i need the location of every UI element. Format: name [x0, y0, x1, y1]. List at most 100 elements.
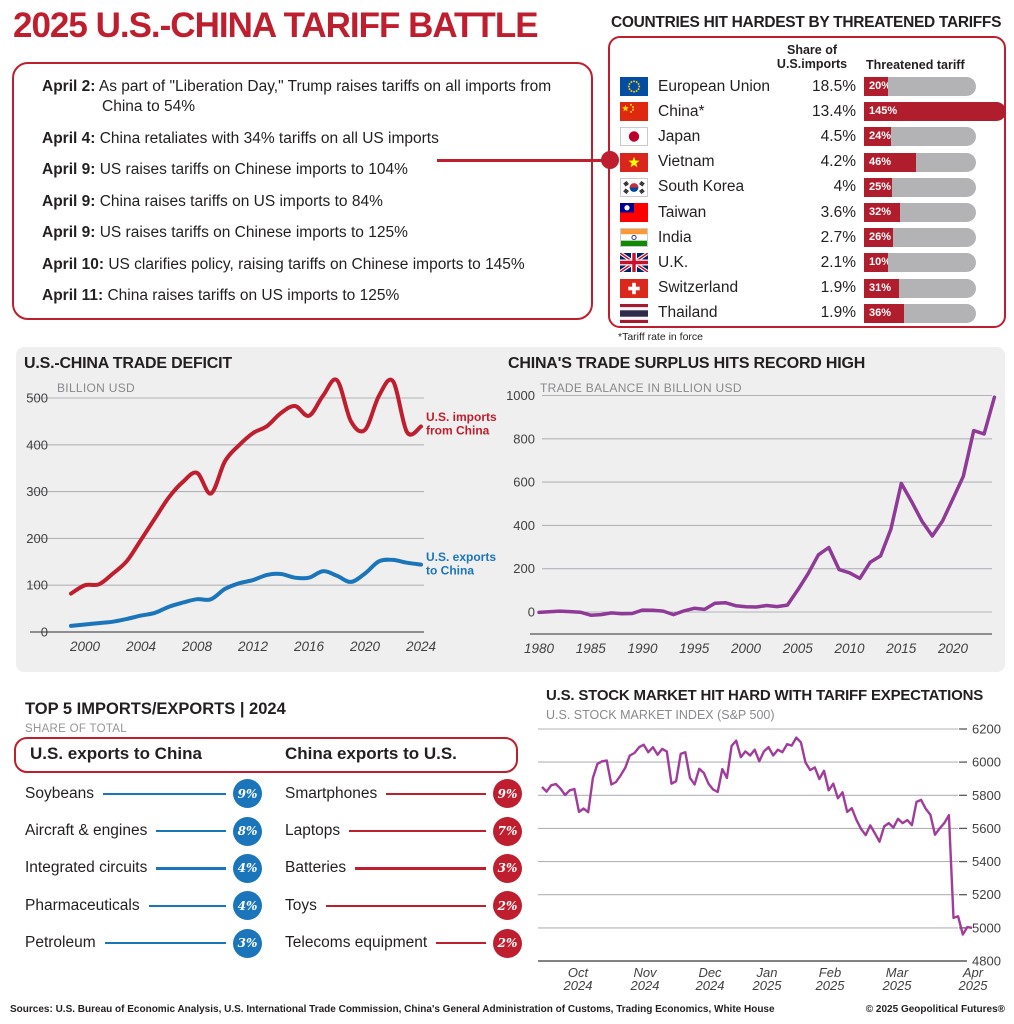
item-label: Toys	[285, 896, 317, 914]
item-label: Integrated circuits	[25, 859, 148, 877]
item-badge: 4%	[233, 853, 262, 883]
item-badge: 2%	[493, 891, 522, 921]
country-share: 4.2%	[820, 153, 856, 171]
tariff-bar: 10%	[864, 253, 1002, 273]
svg-text:4800: 4800	[972, 954, 1001, 969]
country-row: Switzerland 1.9% 31%	[620, 276, 1002, 301]
item-line	[436, 942, 486, 945]
country-rows: European Union18.5%20%China*13.4%145%Jap…	[618, 74, 1006, 323]
item-line	[349, 829, 486, 833]
top5-row: Laptops 7%	[285, 812, 522, 849]
country-share: 18.5%	[812, 77, 856, 95]
timeline-panel: April 2: As part of "Liberation Day," Tr…	[12, 62, 593, 320]
tariff-bar-fill: 25%	[864, 177, 892, 197]
kr-flag-icon	[620, 177, 648, 197]
chart-subtitle-china-surplus: TRADE BALANCE IN BILLION USD	[540, 381, 742, 395]
country-name: India	[658, 228, 692, 246]
th-flag-icon	[620, 303, 648, 323]
top5-row: Pharmaceuticals 4%	[25, 887, 262, 924]
top5-col-header-china-exports: China exports to U.S.	[285, 744, 457, 763]
top5-title: TOP 5 IMPORTS/EXPORTS | 2024	[25, 700, 286, 718]
country-share: 2.1%	[820, 253, 856, 271]
jp-flag-icon	[620, 127, 648, 147]
item-line	[386, 792, 486, 795]
timeline-event: April 9: China raises tariffs on US impo…	[42, 192, 581, 212]
in-flag-icon	[620, 228, 648, 248]
svg-text:600: 600	[513, 475, 535, 490]
svg-text:5200: 5200	[972, 887, 1001, 902]
country-share: 2.7%	[820, 228, 856, 246]
svg-text:5600: 5600	[972, 821, 1001, 836]
top5-row: Batteries 3%	[285, 850, 522, 887]
tariff-table-panel: Share of U.S.imports Threatened tariff E…	[608, 36, 1006, 328]
tariff-bar: 25%	[864, 177, 1002, 197]
china-surplus-chart-area: 0 200 400 600 800 1000 1980 1985 1990 1995 2000 200…	[500, 347, 1005, 672]
timeline-event: April 9: US raises tariffs on Chinese im…	[42, 160, 581, 180]
country-row: Thailand 1.9% 36%	[620, 301, 1002, 326]
share-header-line1: Share of	[786, 43, 837, 57]
item-line	[104, 942, 226, 945]
country-share: 3.6%	[820, 203, 856, 221]
country-name: European Union	[658, 77, 771, 95]
sp500-line	[541, 736, 973, 936]
sp500-chart: 4800 5000 5200 5400 5600 5800 6000 6200 Oct 2024 N…	[538, 722, 1001, 993]
connector-dot	[601, 151, 619, 169]
item-label: Pharmaceuticals	[25, 896, 140, 914]
item-line	[156, 829, 226, 833]
top5-header-box: U.S. exports to China China exports to U…	[14, 737, 518, 773]
tariff-bar-track	[864, 177, 976, 197]
country-row: Japan 4.5% 24%	[620, 124, 1002, 149]
svg-text:100: 100	[26, 578, 48, 593]
svg-text:1000: 1000	[506, 388, 535, 403]
copyright-text: © 2025 Geopolitical Futures®	[865, 1004, 1005, 1015]
gb-flag-icon	[618, 251, 650, 274]
svg-text:0: 0	[528, 605, 535, 620]
item-line	[148, 904, 226, 907]
svg-text:200: 200	[513, 561, 535, 576]
share-column-header: Share of U.S.imports	[756, 43, 868, 71]
item-line	[325, 904, 486, 907]
country-name: Thailand	[658, 304, 718, 322]
country-share: 13.4%	[812, 102, 856, 120]
event-date: April 2:	[42, 78, 96, 95]
country-row: European Union 18.5% 20%	[620, 74, 1002, 99]
svg-text:2016: 2016	[293, 639, 325, 654]
event-text: US raises tariffs on Chinese imports to …	[99, 161, 408, 179]
timeline-event: April 10: US clarifies policy, raising t…	[42, 255, 581, 275]
country-share: 1.9%	[820, 279, 856, 297]
top5-row: Telecoms equipment 2%	[285, 925, 522, 962]
top5-row: Aircraft & engines 8%	[25, 812, 262, 849]
top5-column-us-exports: Soybeans 9% Aircraft & engines 8% Integrated…	[25, 775, 262, 962]
cn-flag-icon	[620, 102, 648, 122]
country-name: China*	[658, 102, 705, 120]
surplus-line	[537, 395, 997, 617]
tariff-bar-fill: 145%	[864, 102, 1006, 122]
tariff-bar-fill: 10%	[864, 253, 888, 273]
item-label: Smartphones	[285, 784, 378, 802]
country-name: Japan	[658, 127, 701, 145]
tariff-bar: 24%	[864, 127, 1002, 147]
chart-title-trade-deficit: U.S.-CHINA TRADE DEFICIT	[24, 355, 232, 372]
tw-flag-icon	[620, 203, 648, 223]
eu-flag-icon	[620, 77, 648, 97]
svg-text:2000: 2000	[730, 641, 762, 656]
item-badge: 4%	[233, 891, 262, 921]
imports-line	[69, 377, 423, 596]
item-badge: 9%	[233, 779, 262, 809]
country-name: U.K.	[658, 253, 689, 271]
svg-text:800: 800	[513, 431, 535, 446]
chart-title-sp500: U.S. STOCK MARKET HIT HARD WITH TARIFF E…	[546, 687, 984, 704]
event-text: China retaliates with 34% tariffs on all…	[99, 129, 439, 147]
svg-text:5000: 5000	[972, 920, 1001, 935]
tariff-bar: 20%	[864, 77, 1002, 97]
country-row: Taiwan 3.6% 32%	[620, 200, 1002, 225]
top5-row: Petroleum 3%	[25, 925, 262, 962]
series-label: U.S. imports	[426, 410, 497, 424]
tariff-table-title: COUNTRIES HIT HARDEST BY THREATENED TARI…	[611, 14, 1002, 31]
country-row: Vietnam 4.2% 46%	[620, 150, 1002, 175]
tariff-bar: 26%	[864, 228, 1002, 248]
